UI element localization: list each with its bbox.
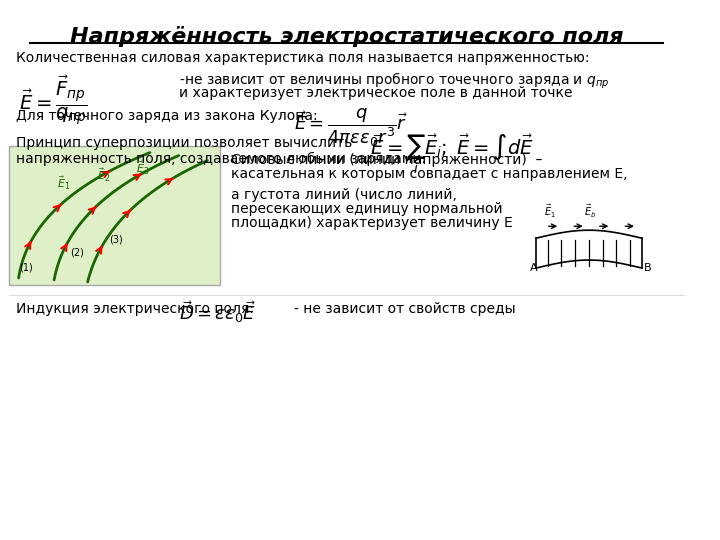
- Text: $\vec{E}_2$: $\vec{E}_2$: [97, 167, 110, 184]
- Text: $\vec{E}_b$: $\vec{E}_b$: [584, 203, 596, 220]
- Text: $\vec{E} = \dfrac{\vec{F}_{пр}}{q_{пр}}$: $\vec{E} = \dfrac{\vec{F}_{пр}}{q_{пр}}$: [19, 73, 87, 127]
- Text: -не зависит от величины пробного точечного заряда и $q_{пр}$: -не зависит от величины пробного точечно…: [179, 71, 609, 91]
- Text: $\vec{D} = \varepsilon\varepsilon_0\vec{E}$: $\vec{D} = \varepsilon\varepsilon_0\vec{…: [179, 299, 256, 325]
- Text: Количественная силовая характеристика поля называется напряженностью:: Количественная силовая характеристика по…: [16, 51, 589, 65]
- Text: а густота линий (число линий,: а густота линий (число линий,: [231, 188, 457, 202]
- Text: $\vec{E}_1$: $\vec{E}_1$: [544, 203, 556, 220]
- Text: Силовые линии (линии напряженности)  –: Силовые линии (линии напряженности) –: [231, 153, 543, 167]
- Text: (2): (2): [71, 247, 84, 257]
- Text: (1): (1): [19, 262, 32, 272]
- Text: пересекающих единицу нормальной: пересекающих единицу нормальной: [231, 202, 503, 217]
- Text: и характеризует электрическое поле в данной точке: и характеризует электрическое поле в дан…: [179, 86, 572, 100]
- Text: (3): (3): [109, 234, 122, 244]
- Text: A: A: [529, 263, 537, 273]
- Text: - не зависит от свойств среды: - не зависит от свойств среды: [294, 302, 516, 316]
- Text: площадки) характеризует величину E: площадки) характеризует величину E: [231, 217, 513, 230]
- Text: $\vec{E} = \sum_i \vec{E}_i;\; \vec{E} = \int d\vec{E}$: $\vec{E} = \sum_i \vec{E}_i;\; \vec{E} =…: [370, 133, 534, 176]
- Text: $\vec{E} = \dfrac{q}{4\pi\varepsilon\varepsilon_0 r^3}\vec{r}$: $\vec{E} = \dfrac{q}{4\pi\varepsilon\var…: [294, 106, 408, 148]
- Text: Напряжённость электростатического поля: Напряжённость электростатического поля: [70, 26, 624, 48]
- Text: касательная к которым совпадает с направлением E,: касательная к которым совпадает с направ…: [231, 166, 628, 180]
- Text: Индукция электрического поля:: Индукция электрического поля:: [16, 302, 253, 316]
- Text: $\vec{E}_1$: $\vec{E}_1$: [57, 174, 71, 192]
- Text: $\vec{E}_3$: $\vec{E}_3$: [135, 160, 149, 177]
- FancyBboxPatch shape: [9, 146, 220, 285]
- Text: Для точечного заряда из закона Кулона:: Для точечного заряда из закона Кулона:: [16, 109, 318, 123]
- Text: Принцип суперпозиции позволяет вычислить
напряженность поля, создаваемого любыми: Принцип суперпозиции позволяет вычислить…: [16, 136, 426, 166]
- Text: B: B: [644, 263, 651, 273]
